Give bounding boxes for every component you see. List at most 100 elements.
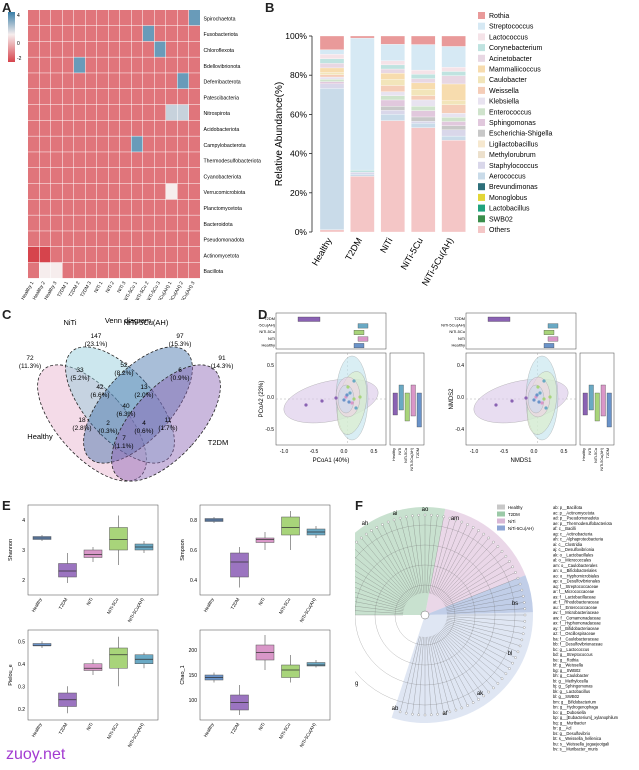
clade-node [430, 513, 433, 517]
heatmap-cell [62, 168, 74, 184]
clade-branch [446, 602, 525, 613]
panel-label-b: B [265, 0, 275, 15]
y-tick-label: 0.8 [190, 518, 197, 524]
heatmap-cell [28, 152, 39, 168]
heatmap-cell [143, 262, 154, 279]
heatmap-cell [62, 247, 74, 263]
heatmap-cell [97, 89, 108, 105]
clado-legend-swatch [497, 511, 505, 517]
heatmap-cell [85, 41, 97, 57]
clade-branch [446, 608, 525, 614]
venn-region-count: 4 [142, 420, 146, 427]
heatmap-cell [108, 104, 120, 121]
clade-ring [394, 584, 456, 646]
heatmap-cell [108, 168, 120, 184]
clade-branch [412, 515, 423, 594]
clade-branch [400, 518, 420, 594]
clade-branch [355, 549, 410, 601]
x-tick-label: NiTi [258, 597, 266, 606]
clade-label: ak [477, 691, 484, 697]
sample-point [532, 398, 536, 402]
venn-region-count: 72 [26, 355, 34, 362]
venn-set-ellipse [65, 346, 175, 464]
heatmap-cell [108, 183, 120, 200]
clade-node [516, 576, 520, 580]
heatmap-cell [177, 168, 189, 184]
heatmap-cell [120, 25, 131, 42]
heatmap-cell [51, 10, 62, 26]
legend-swatch [478, 108, 485, 116]
clado-taxon-label: ar: f__Micrococcaceae [553, 589, 595, 594]
heatmap-cell [62, 57, 74, 73]
clade-label: ag [355, 681, 358, 687]
heatmap-cell [85, 73, 97, 89]
box [255, 537, 275, 543]
clade-branch [435, 634, 474, 703]
side-group-label: NiTi-5Cu(AH) [600, 447, 604, 470]
heatmap-cell [74, 215, 85, 231]
heatmap-cell [39, 152, 51, 168]
clade-branch [436, 530, 479, 597]
clade-label: af [442, 711, 447, 717]
bar-segment [350, 35, 375, 39]
heatmap-cell [108, 89, 120, 105]
sample-point [494, 403, 498, 407]
clade-node [496, 545, 500, 548]
heatmap-cell [120, 215, 131, 231]
sample-point [535, 393, 539, 397]
clade-node [398, 516, 402, 520]
top-box-frame [465, 312, 577, 350]
heatmap-cell [131, 231, 143, 247]
heatmap-cell [28, 183, 39, 200]
clado-taxon-label: ao: o__Hyphomicrobiales [553, 573, 599, 578]
clade-node [405, 515, 408, 519]
heatmap-cell [97, 41, 108, 57]
x-tick-label: T2DM [58, 722, 69, 735]
heatmap-cell [51, 89, 62, 105]
clade-node [511, 565, 514, 569]
clade-node [417, 513, 420, 517]
heatmap-cell [166, 247, 177, 263]
x-tick-label: 0.5 [371, 449, 378, 455]
group-label: NiTi-5Cu(AH) [441, 323, 466, 328]
heatmap-cell [39, 215, 51, 231]
bar-segment [380, 99, 405, 107]
heatmap-cell [154, 25, 166, 42]
sample-point [537, 400, 541, 404]
clade-node [492, 540, 495, 544]
venn-set-ellipse [111, 364, 221, 482]
clade-node [521, 632, 525, 635]
bar-segment [319, 79, 345, 82]
heatmap-cell [97, 10, 108, 26]
heatmap-cell [74, 41, 85, 57]
bar-segment [441, 112, 466, 118]
clade-branch [442, 627, 506, 674]
y-tick-label: 80% [290, 70, 307, 80]
heatmap-cell [154, 168, 166, 184]
y-tick-label: 0.5 [18, 639, 25, 645]
box [109, 527, 128, 551]
heatmap-cell [51, 215, 62, 231]
clade-node [360, 536, 363, 540]
clade-branch [437, 632, 484, 696]
y-tick-label: 0.2 [18, 707, 25, 713]
clade-branch [434, 634, 468, 706]
heatmap-cell [120, 41, 131, 57]
x-tick-label: Healthy [31, 596, 43, 613]
clade-branch [442, 556, 506, 603]
clado-taxon-label: bj: g__Sphingomonas [553, 684, 593, 689]
box [281, 664, 300, 678]
clade-branch [355, 592, 405, 609]
heatmap-cell [120, 10, 131, 26]
clade-branch [446, 590, 522, 610]
clade-branch [355, 596, 404, 610]
heatmap-cell [97, 136, 108, 152]
group-label: Healthy [451, 342, 465, 347]
heatmap-cell [120, 104, 131, 121]
panel-label-f: F [355, 498, 363, 513]
heatmap-cell [166, 183, 177, 200]
heatmap-cell [62, 199, 74, 215]
clade-node [423, 713, 427, 717]
venn-region-count: 2 [106, 420, 110, 427]
clade-node [471, 526, 475, 529]
